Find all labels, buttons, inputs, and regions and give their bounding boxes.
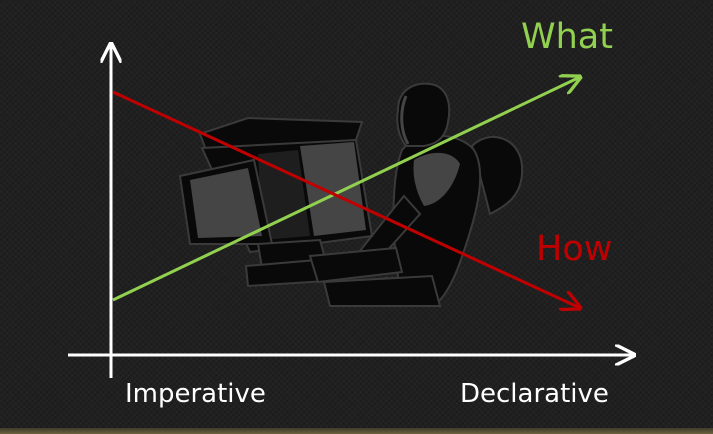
how-line — [112, 90, 580, 308]
what-line — [112, 77, 580, 302]
footer-band — [0, 428, 713, 434]
person-at-computer-icon — [178, 82, 524, 307]
what-label: What — [521, 17, 613, 57]
how-label: How — [536, 229, 613, 269]
x-axis-right-label: Declarative — [460, 379, 609, 409]
x-axis-left-label: Imperative — [125, 379, 266, 409]
